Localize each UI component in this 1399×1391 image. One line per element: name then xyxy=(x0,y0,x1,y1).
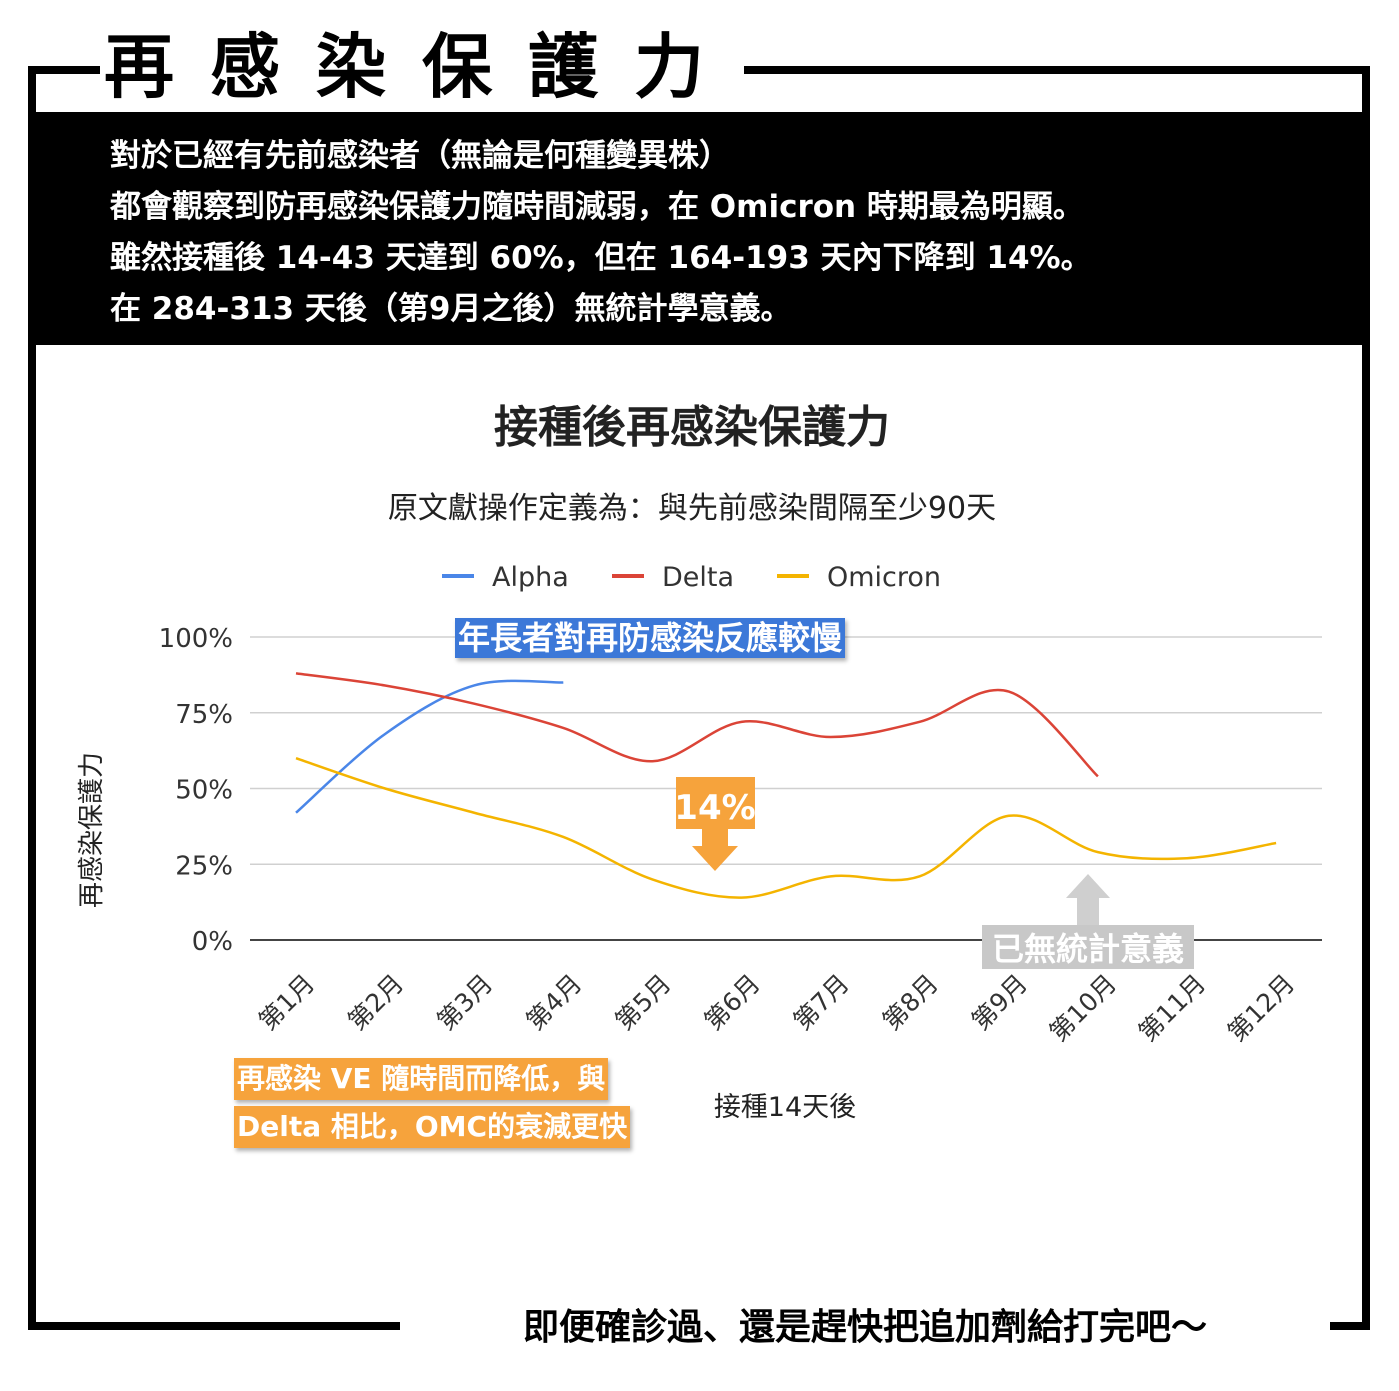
frame-bottom-left xyxy=(28,1322,400,1330)
frame-right xyxy=(1362,66,1370,1330)
x-tick-label: 第7月 xyxy=(788,969,855,1036)
low-point-note-box xyxy=(676,777,755,829)
summary-box: 對於已經有先前感染者（無論是何種變異株） 都會觀察到防再感染保護力隨時間減弱，在… xyxy=(28,112,1370,345)
y-tick-label: 0% xyxy=(192,927,233,957)
x-tick-label: 第12月 xyxy=(1222,969,1300,1047)
summary-line: 對於已經有先前感染者（無論是何種變異株） xyxy=(110,138,730,174)
summary-line: 雖然接種後 14-43 天達到 60%，但在 164-193 天內下降到 14%… xyxy=(110,240,1092,276)
low-point-note: 14% xyxy=(674,788,755,828)
frame-left xyxy=(28,66,36,1330)
elderly-note: 年長者對再防感染反應較慢 xyxy=(455,618,846,658)
legend-label-delta: Delta xyxy=(662,562,734,593)
decline-note-line2: Delta 相比，OMC的衰減更快 xyxy=(234,1106,631,1148)
not-significant-note-box xyxy=(982,925,1194,969)
not-significant-note: 已無統計意義 xyxy=(992,930,1184,968)
x-tick-label: 第4月 xyxy=(520,969,587,1036)
series-line-alpha xyxy=(295,679,564,814)
x-tick-label: 第5月 xyxy=(610,969,677,1036)
x-tick-label: 第2月 xyxy=(342,969,409,1036)
arrow-down-icon xyxy=(692,829,738,871)
x-tick-label: 第10月 xyxy=(1044,969,1122,1047)
x-tick-label: 第11月 xyxy=(1133,969,1211,1047)
y-tick-label: 25% xyxy=(175,851,233,881)
series-line-delta xyxy=(295,672,1099,778)
chart-title: 接種後再感染保護力 xyxy=(494,402,890,453)
frame-bottom-right xyxy=(1330,1322,1370,1330)
x-tick-label: 第9月 xyxy=(966,969,1033,1036)
decline-note-line1: 再感染 VE 隨時間而降低，與 xyxy=(234,1058,609,1100)
y-axis-label: 再感染保護力 xyxy=(77,752,107,908)
x-tick-label: 第6月 xyxy=(699,969,766,1036)
x-axis-label: 接種14天後 xyxy=(714,1092,856,1123)
x-tick-label: 第8月 xyxy=(877,969,944,1036)
summary-line: 都會觀察到防再感染保護力隨時間減弱，在 Omicron 時期最為明顯。 xyxy=(110,189,1084,225)
y-tick-label: 50% xyxy=(175,776,233,806)
page-title: 再感染保護力 xyxy=(100,22,744,112)
chart-subtitle: 原文獻操作定義為：與先前感染間隔至少90天 xyxy=(388,491,996,526)
frame-top-right xyxy=(700,66,1370,74)
x-tick-label: 第3月 xyxy=(431,969,498,1036)
y-tick-label: 75% xyxy=(175,700,233,730)
footer-message: 即便確診過、還是趕快把追加劑給打完吧～ xyxy=(405,1298,1325,1350)
series-line-omicron xyxy=(295,757,1277,899)
legend-label-omicron: Omicron xyxy=(827,562,941,593)
summary-line: 在 284-313 天後（第9月之後）無統計學意義。 xyxy=(110,291,792,327)
frame-top-left xyxy=(28,66,108,74)
x-tick-label: 第1月 xyxy=(253,969,320,1036)
legend: Alpha Delta Omicron xyxy=(442,562,941,593)
y-tick-label: 100% xyxy=(159,624,233,654)
legend-label-alpha: Alpha xyxy=(492,562,569,593)
arrow-up-icon xyxy=(1066,874,1110,925)
